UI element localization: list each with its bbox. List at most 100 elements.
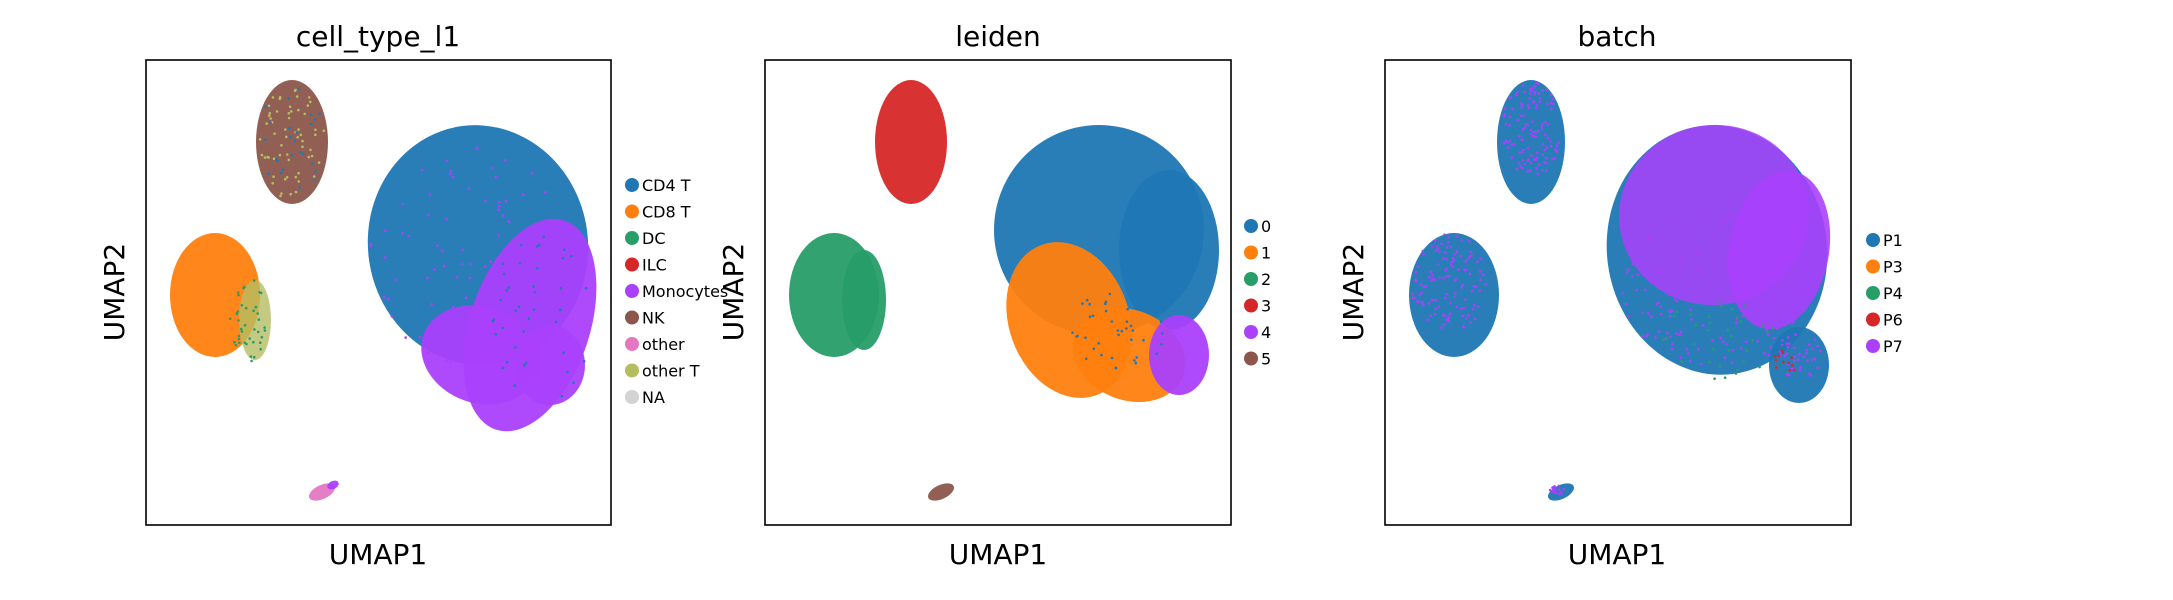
cell-point: [1796, 358, 1800, 362]
cell-point: [263, 156, 267, 159]
cell-point: [237, 337, 241, 341]
cell-point: [1469, 321, 1472, 324]
cell-point: [1549, 101, 1553, 105]
cell-point: [566, 370, 569, 374]
legend-label: CD8 T: [642, 203, 691, 222]
cell-point: [310, 162, 314, 165]
cell-point: [249, 355, 253, 358]
cell-point: [494, 333, 498, 336]
cell-point: [1436, 247, 1440, 251]
cell-point: [297, 128, 300, 131]
cell-point: [309, 148, 312, 152]
cell-point: [258, 291, 261, 294]
cell-point: [1805, 351, 1808, 355]
cell-point: [509, 249, 513, 253]
legend: CD4 T CD8 T DC ILC Monocytes NK: [625, 176, 728, 407]
cell-point: [1697, 347, 1700, 351]
cell-point: [1508, 96, 1512, 100]
cell-point: [1470, 254, 1473, 257]
cell-point: [1447, 319, 1450, 323]
cell-point: [1782, 299, 1785, 302]
cell-point: [1660, 253, 1663, 256]
cell-point: [265, 122, 269, 125]
cell-point: [1554, 491, 1558, 495]
cell-cluster: [170, 233, 260, 357]
cell-point: [288, 127, 291, 130]
cell-point: [1713, 377, 1716, 381]
cell-point: [1538, 100, 1542, 104]
cell-point: [1529, 87, 1532, 91]
legend-marker: [625, 363, 639, 378]
cell-point: [1552, 485, 1555, 489]
cell-point: [1416, 300, 1419, 303]
cell-point: [1723, 376, 1727, 380]
cell-point: [1678, 333, 1681, 336]
cell-point: [303, 112, 307, 116]
cell-point: [507, 286, 511, 289]
cell-point: [1508, 123, 1511, 127]
cell-point: [1788, 374, 1791, 377]
x-axis-label: UMAP1: [949, 538, 1048, 571]
cell-point: [445, 217, 448, 221]
cell-point: [522, 330, 525, 333]
cell-point: [1478, 289, 1482, 292]
cell-point: [1811, 347, 1814, 351]
cell-point: [1562, 487, 1565, 491]
cell-point: [1780, 343, 1784, 347]
cell-point: [1655, 302, 1659, 306]
cell-point: [1659, 312, 1663, 316]
cell-point: [1421, 302, 1424, 305]
cell-point: [1729, 256, 1732, 260]
cell-point: [1515, 167, 1519, 171]
cell-point: [394, 278, 397, 282]
cell-point: [313, 118, 317, 121]
cell-point: [237, 334, 241, 338]
legend-item-4: 4: [1244, 323, 1271, 342]
cell-point: [1766, 332, 1770, 336]
cell-point: [561, 245, 564, 249]
cell-point: [279, 171, 283, 175]
cell-point: [258, 341, 262, 345]
cell-point: [253, 328, 256, 331]
cell-point: [1681, 255, 1685, 259]
cell-point: [1746, 238, 1750, 242]
cell-point: [1529, 161, 1533, 165]
cell-point: [1521, 159, 1525, 162]
cell-point: [464, 296, 468, 300]
cell-point: [260, 153, 264, 157]
cell-point: [1722, 214, 1726, 218]
cell-point: [1810, 358, 1814, 362]
cell-point: [1117, 333, 1120, 337]
legend-label: P6: [1883, 311, 1903, 330]
cell-point: [1664, 239, 1668, 242]
cell-point: [1461, 314, 1465, 318]
cell-point: [310, 154, 314, 158]
cell-point: [1649, 281, 1653, 284]
cell-point: [1440, 242, 1443, 245]
cell-point: [1460, 238, 1463, 242]
cell-point: [1627, 315, 1631, 318]
cell-point: [1435, 245, 1439, 248]
cell-point: [1636, 273, 1639, 277]
cell-point: [1659, 305, 1662, 308]
cell-point: [1730, 258, 1734, 262]
cell-point: [1686, 352, 1690, 355]
cell-point: [1799, 365, 1802, 369]
cell-point: [314, 170, 317, 173]
cell-point: [1437, 305, 1441, 308]
cell-point: [235, 312, 238, 315]
cell-point: [1647, 311, 1650, 315]
cell-point: [1635, 288, 1638, 292]
cell-point: [1665, 221, 1668, 224]
legend-marker: [625, 231, 639, 245]
cell-point: [562, 351, 565, 354]
cell-point: [1528, 169, 1532, 172]
cell-point: [1445, 293, 1449, 296]
cell-point: [1686, 250, 1689, 253]
cell-point: [1553, 157, 1557, 160]
cell-point: [1794, 333, 1797, 336]
cell-point: [287, 158, 291, 162]
cell-point: [1535, 81, 1538, 85]
cell-point: [1631, 262, 1635, 266]
cell-point: [390, 314, 394, 318]
